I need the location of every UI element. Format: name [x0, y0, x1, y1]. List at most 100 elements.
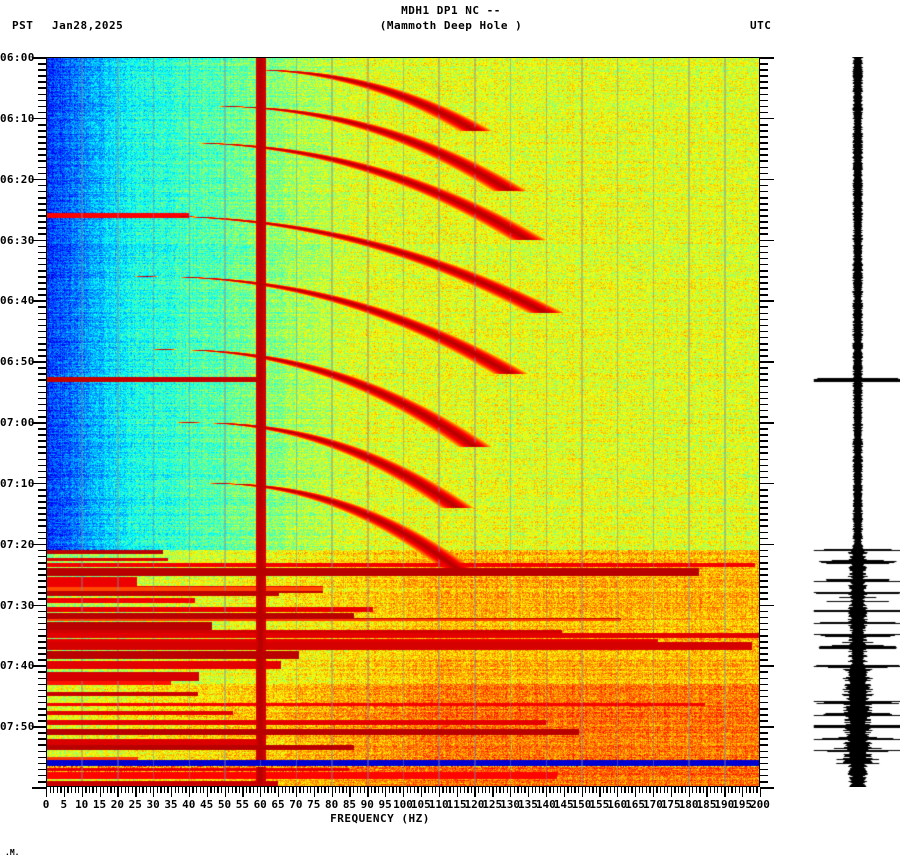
frequency-minor-tick: [613, 787, 615, 793]
frequency-label: 165: [625, 798, 645, 811]
time-minor-tick-right: [760, 653, 768, 655]
frequency-minor-tick: [231, 787, 233, 793]
spectrogram-plot[interactable]: [46, 57, 760, 787]
frequency-label: 190: [714, 798, 735, 811]
frequency-major-tick: [492, 787, 494, 797]
time-major-tick-left: [32, 178, 46, 181]
frequency-major-tick: [438, 787, 440, 797]
time-minor-tick-left: [38, 69, 46, 71]
time-minor-tick-left: [38, 714, 46, 716]
frequency-minor-tick: [306, 787, 308, 793]
frequency-minor-tick: [353, 787, 355, 793]
frequency-label: 80: [324, 798, 339, 811]
frequency-minor-tick: [374, 787, 376, 793]
frequency-minor-tick: [417, 787, 419, 793]
time-minor-tick-right: [760, 306, 768, 308]
frequency-minor-tick: [463, 787, 465, 793]
time-minor-tick-left: [38, 154, 46, 156]
time-minor-tick-right: [760, 227, 768, 229]
time-minor-tick-right: [760, 555, 768, 558]
time-minor-tick-right: [760, 282, 768, 284]
time-minor-tick-right: [760, 251, 768, 254]
frequency-minor-tick: [585, 787, 587, 793]
frequency-minor-tick: [378, 787, 380, 793]
time-minor-tick-left: [38, 196, 46, 199]
time-minor-tick-left: [38, 738, 46, 740]
frequency-major-tick: [313, 787, 316, 797]
frequency-minor-tick: [445, 787, 448, 793]
seismogram-canvas: [812, 57, 900, 787]
time-minor-tick-right: [760, 312, 768, 315]
time-minor-tick-left: [38, 762, 46, 765]
time-minor-tick-left: [38, 263, 46, 266]
time-minor-tick-right: [760, 391, 768, 394]
frequency-minor-tick: [477, 787, 480, 793]
frequency-label: 55: [235, 798, 249, 811]
time-minor-tick-left: [38, 312, 46, 315]
frequency-major-tick: [63, 787, 66, 797]
time-minor-tick-left: [38, 87, 46, 89]
frequency-major-tick: [99, 787, 101, 797]
frequency-minor-tick: [699, 787, 701, 793]
frequency-minor-tick: [567, 787, 569, 793]
time-minor-tick-left: [38, 190, 46, 193]
time-minor-tick-right: [760, 628, 768, 631]
time-minor-tick-left: [38, 574, 46, 576]
time-label-pst: 07:00: [0, 416, 35, 429]
time-minor-tick-left: [38, 495, 46, 497]
frequency-minor-tick: [624, 787, 626, 793]
time-minor-tick-right: [760, 409, 768, 412]
frequency-minor-tick: [595, 787, 598, 793]
frequency-minor-tick: [345, 787, 348, 793]
time-minor-tick-right: [760, 379, 768, 381]
time-minor-tick-left: [38, 507, 46, 509]
time-minor-tick-right: [760, 142, 768, 144]
frequency-major-tick: [224, 787, 226, 797]
frequency-major-tick: [278, 787, 280, 797]
frequency-minor-tick: [410, 787, 412, 793]
frequency-label: 35: [164, 798, 178, 811]
frequency-minor-tick: [178, 787, 180, 793]
frequency-label: 5: [60, 798, 68, 811]
time-minor-tick-right: [760, 464, 768, 467]
frequency-minor-tick: [128, 787, 130, 793]
time-minor-tick-left: [38, 166, 46, 169]
time-minor-tick-left: [38, 464, 46, 467]
header-date: Jan28,2025: [52, 19, 124, 32]
frequency-minor-tick: [317, 787, 319, 793]
time-major-tick-left: [32, 482, 46, 485]
frequency-label: 195: [732, 798, 753, 811]
time-minor-tick-left: [38, 81, 46, 83]
frequency-minor-tick: [238, 787, 241, 793]
frequency-minor-tick: [524, 787, 526, 793]
time-minor-tick-left: [38, 105, 46, 108]
frequency-label: 70: [289, 798, 303, 811]
frequency-minor-tick: [74, 787, 76, 793]
frequency-minor-tick: [717, 787, 719, 793]
frequency-minor-tick: [95, 787, 98, 793]
frequency-major-tick: [403, 787, 405, 797]
frequency-minor-tick: [649, 787, 651, 793]
frequency-major-tick: [206, 787, 208, 797]
time-minor-tick-right: [760, 403, 768, 406]
time-minor-tick-right: [760, 318, 768, 321]
frequency-major-tick: [688, 787, 690, 797]
time-minor-tick-right: [760, 355, 768, 357]
time-minor-tick-right: [760, 537, 768, 540]
time-minor-tick-right: [760, 780, 768, 783]
frequency-minor-tick: [342, 787, 344, 793]
time-minor-tick-left: [38, 634, 46, 637]
frequency-minor-tick: [78, 787, 80, 793]
frequency-minor-tick: [328, 787, 330, 793]
time-minor-tick-left: [38, 488, 46, 491]
frequency-minor-tick: [738, 787, 740, 793]
time-minor-tick-left: [38, 701, 46, 704]
time-minor-tick-right: [760, 659, 768, 661]
time-minor-tick-left: [38, 616, 46, 619]
time-minor-tick-left: [38, 142, 46, 144]
time-minor-tick-right: [760, 458, 768, 461]
time-major-tick-left: [32, 787, 46, 789]
frequency-major-tick: [170, 787, 173, 797]
frequency-minor-tick: [638, 787, 640, 793]
time-minor-tick-right: [760, 647, 768, 649]
